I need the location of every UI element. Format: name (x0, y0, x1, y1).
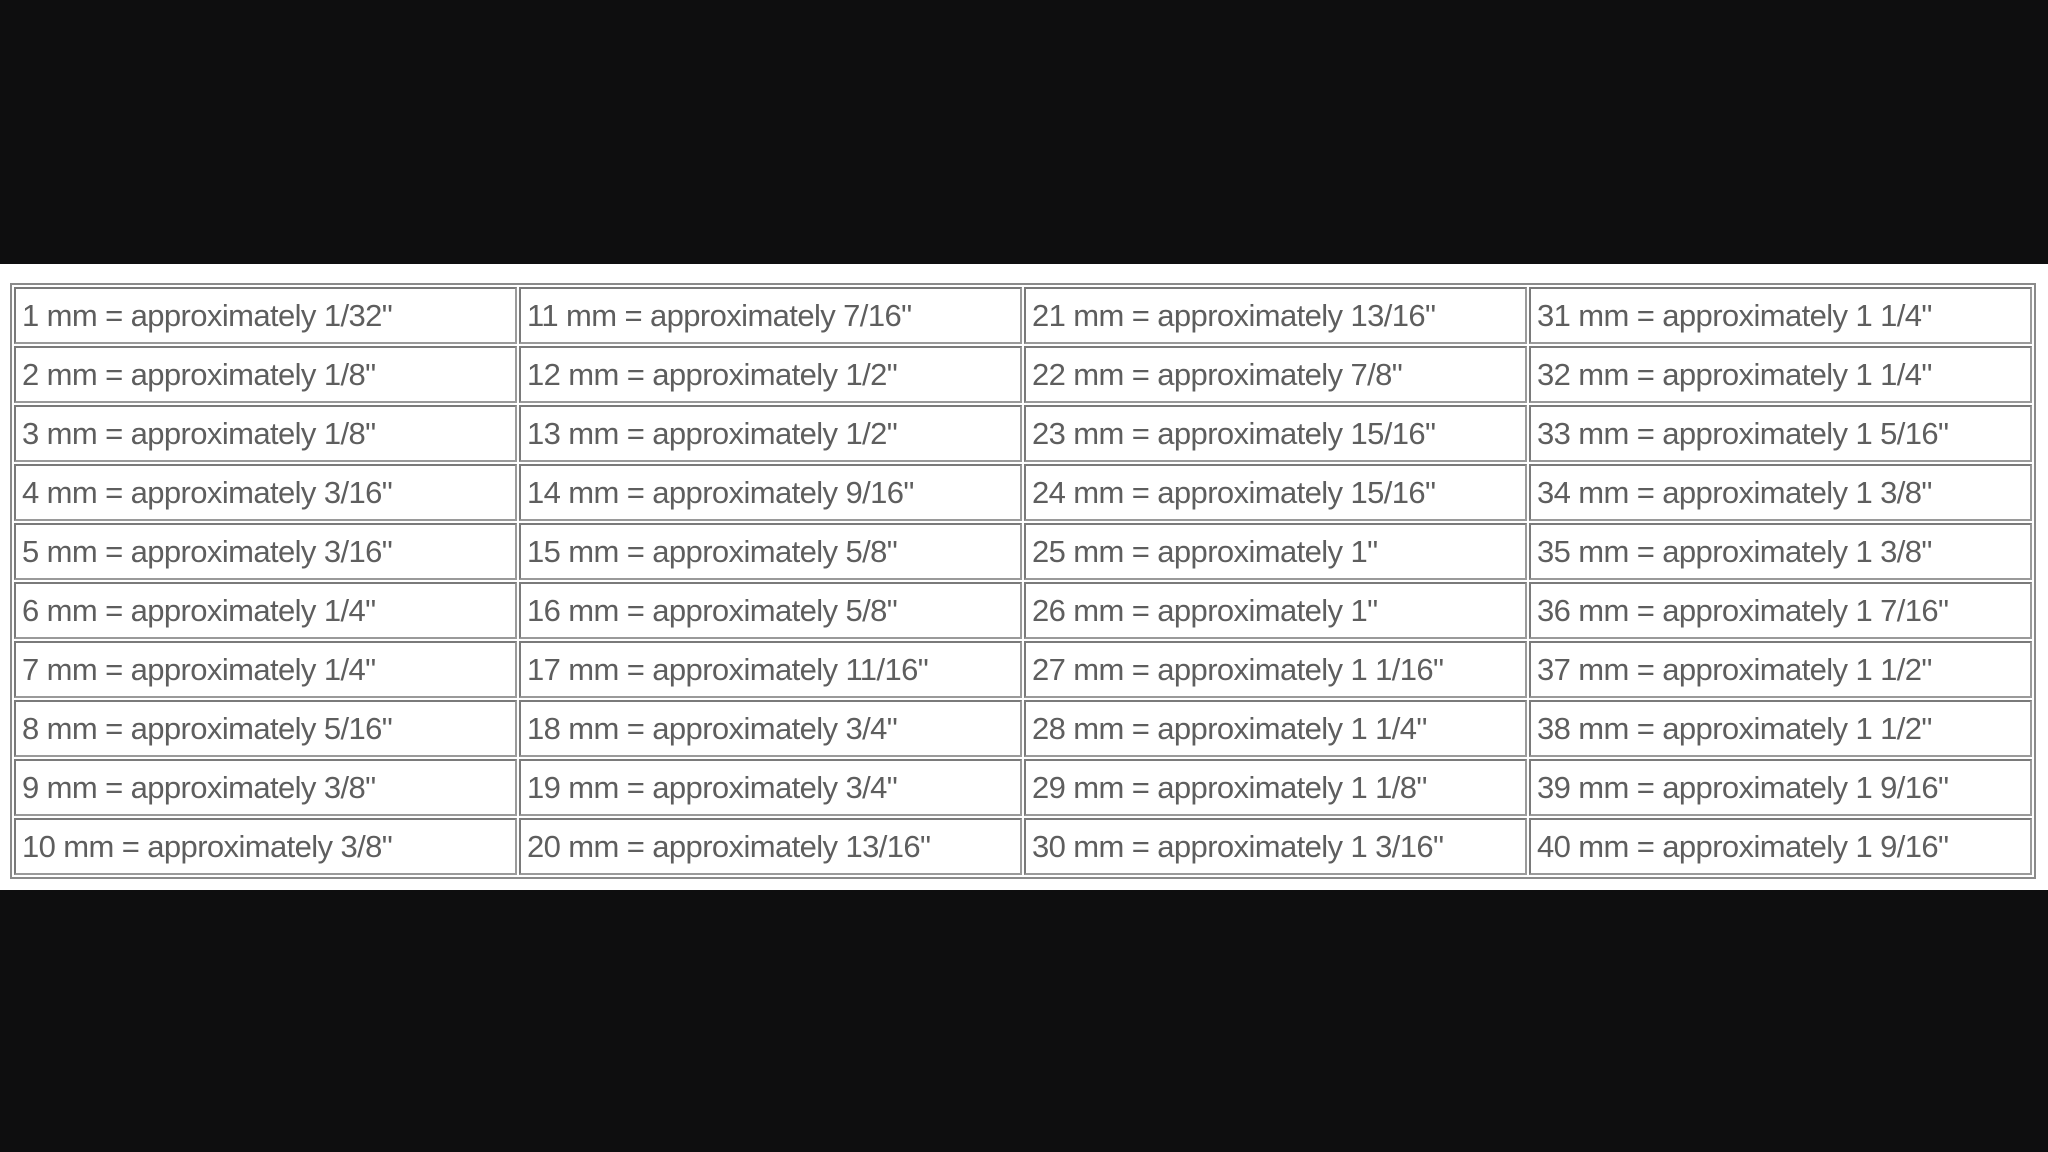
table-cell: 29 mm = approximately 1 1/8" (1024, 759, 1527, 816)
table-cell: 27 mm = approximately 1 1/16" (1024, 641, 1527, 698)
table-cell: 4 mm = approximately 3/16" (14, 464, 517, 521)
table-cell: 17 mm = approximately 11/16" (519, 641, 1022, 698)
table-row: 1 mm = approximately 1/32" 11 mm = approx… (14, 287, 2032, 344)
table-row: 3 mm = approximately 1/8" 13 mm = approxi… (14, 405, 2032, 462)
table-cell: 35 mm = approximately 1 3/8" (1529, 523, 2032, 580)
table-row: 5 mm = approximately 3/16" 15 mm = approx… (14, 523, 2032, 580)
table-cell: 37 mm = approximately 1 1/2" (1529, 641, 2032, 698)
table-cell: 14 mm = approximately 9/16" (519, 464, 1022, 521)
table-cell: 21 mm = approximately 13/16" (1024, 287, 1527, 344)
table-cell: 22 mm = approximately 7/8" (1024, 346, 1527, 403)
table-cell: 39 mm = approximately 1 9/16" (1529, 759, 2032, 816)
mm-to-inch-conversion-table: 1 mm = approximately 1/32" 11 mm = approx… (10, 283, 2036, 879)
table-cell: 16 mm = approximately 5/8" (519, 582, 1022, 639)
table-cell: 15 mm = approximately 5/8" (519, 523, 1022, 580)
table-row: 6 mm = approximately 1/4" 16 mm = approxi… (14, 582, 2032, 639)
table-cell: 19 mm = approximately 3/4" (519, 759, 1022, 816)
table-cell: 34 mm = approximately 1 3/8" (1529, 464, 2032, 521)
table-cell: 40 mm = approximately 1 9/16" (1529, 818, 2032, 875)
table-cell: 3 mm = approximately 1/8" (14, 405, 517, 462)
table-cell: 26 mm = approximately 1" (1024, 582, 1527, 639)
table-cell: 11 mm = approximately 7/16" (519, 287, 1022, 344)
table-cell: 8 mm = approximately 5/16" (14, 700, 517, 757)
table-cell: 36 mm = approximately 1 7/16" (1529, 582, 2032, 639)
table-cell: 23 mm = approximately 15/16" (1024, 405, 1527, 462)
table-cell: 2 mm = approximately 1/8" (14, 346, 517, 403)
table-cell: 10 mm = approximately 3/8" (14, 818, 517, 875)
table-cell: 28 mm = approximately 1 1/4" (1024, 700, 1527, 757)
table-cell: 25 mm = approximately 1" (1024, 523, 1527, 580)
table-row: 8 mm = approximately 5/16" 18 mm = approx… (14, 700, 2032, 757)
table-row: 2 mm = approximately 1/8" 12 mm = approxi… (14, 346, 2032, 403)
table-cell: 9 mm = approximately 3/8" (14, 759, 517, 816)
table-cell: 12 mm = approximately 1/2" (519, 346, 1022, 403)
table-cell: 18 mm = approximately 3/4" (519, 700, 1022, 757)
table-cell: 33 mm = approximately 1 5/16" (1529, 405, 2032, 462)
table-cell: 6 mm = approximately 1/4" (14, 582, 517, 639)
table-row: 4 mm = approximately 3/16" 14 mm = approx… (14, 464, 2032, 521)
table-cell: 31 mm = approximately 1 1/4" (1529, 287, 2032, 344)
table-cell: 38 mm = approximately 1 1/2" (1529, 700, 2032, 757)
table-cell: 7 mm = approximately 1/4" (14, 641, 517, 698)
table-row: 7 mm = approximately 1/4" 17 mm = approxi… (14, 641, 2032, 698)
table-row: 10 mm = approximately 3/8" 20 mm = approx… (14, 818, 2032, 875)
table-cell: 20 mm = approximately 13/16" (519, 818, 1022, 875)
table-cell: 32 mm = approximately 1 1/4" (1529, 346, 2032, 403)
table-cell: 5 mm = approximately 3/16" (14, 523, 517, 580)
table-cell: 1 mm = approximately 1/32" (14, 287, 517, 344)
table-cell: 30 mm = approximately 1 3/16" (1024, 818, 1527, 875)
table-cell: 13 mm = approximately 1/2" (519, 405, 1022, 462)
table-cell: 24 mm = approximately 15/16" (1024, 464, 1527, 521)
table-row: 9 mm = approximately 3/8" 19 mm = approxi… (14, 759, 2032, 816)
